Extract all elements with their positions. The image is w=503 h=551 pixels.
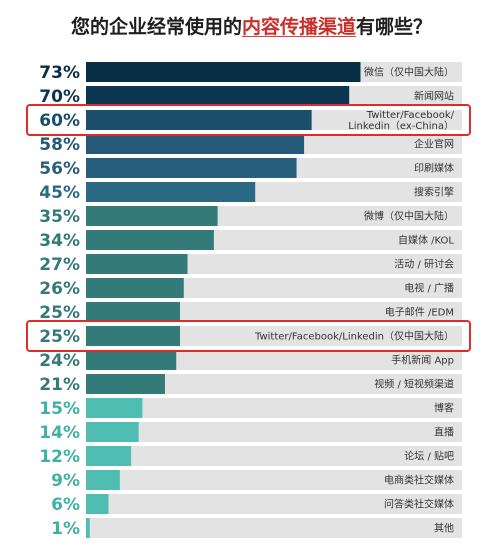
category-label: 视频 / 短视频渠道 — [374, 378, 454, 391]
percentage-label: 21% — [39, 375, 80, 395]
category-label: 活动 / 研讨会 — [394, 258, 454, 271]
highlight-box — [26, 104, 471, 136]
bar-track — [86, 350, 462, 370]
bar-track — [86, 470, 462, 490]
bar — [86, 470, 120, 490]
bar-track — [86, 374, 462, 394]
bar — [86, 326, 180, 346]
percentage-label: 15% — [39, 399, 80, 419]
category-label: 问答类社交媒体 — [384, 498, 454, 511]
title-part-2: 有哪些？ — [356, 16, 433, 38]
percentage-label: 27% — [39, 255, 80, 275]
bar — [86, 494, 109, 514]
bar-track — [86, 422, 462, 442]
bar — [86, 422, 139, 442]
percentage-label: 60% — [39, 111, 80, 131]
category-label: Twitter/Facebook/Linkedin（仅中国大陆） — [254, 330, 454, 343]
bar — [86, 158, 297, 178]
category-label: 新闻网站 — [414, 90, 454, 103]
highlight-box — [26, 320, 471, 352]
category-label: 自媒体 /KOL — [398, 234, 454, 247]
category-label: 印刷媒体 — [414, 163, 454, 175]
category-label: 博客 — [434, 402, 454, 415]
percentage-label: 45% — [39, 183, 80, 203]
percentage-label: 56% — [39, 159, 80, 179]
bar — [86, 278, 184, 298]
category-label: 论坛 / 贴吧 — [404, 450, 454, 463]
title-part-1: 您的企业经常使用的 — [70, 16, 242, 38]
bar — [86, 230, 214, 250]
bar — [86, 350, 177, 370]
percentage-label: 25% — [39, 303, 80, 323]
category-label: 电视 / 广播 — [404, 282, 454, 295]
category-label: 电商类社交媒体 — [384, 474, 454, 487]
percentage-label: 73% — [39, 63, 80, 83]
category-label: 其他 — [434, 522, 454, 535]
percentage-label: 14% — [39, 423, 80, 443]
percentage-label: 1% — [51, 519, 80, 539]
category-label: 搜索引擎 — [414, 186, 454, 199]
percentage-label: 35% — [39, 207, 80, 227]
percentage-label: 24% — [39, 351, 80, 371]
bar-track — [86, 494, 462, 514]
title-highlight: 内容传播渠道 — [241, 16, 356, 38]
category-label: Twitter/Facebook/Linkedin（ex-China） — [348, 110, 454, 132]
percentage-label: 70% — [39, 87, 80, 107]
percentage-label: 25% — [39, 327, 80, 347]
percentage-label: 34% — [39, 231, 80, 251]
category-label: 微博（仅中国大陆） — [364, 210, 454, 223]
category-label: 电子邮件 /EDM — [385, 306, 454, 319]
bar — [86, 446, 132, 466]
bar — [86, 110, 312, 130]
bar — [86, 398, 143, 418]
bar — [86, 62, 361, 82]
category-label: 手机新闻 App — [391, 354, 454, 367]
category-label: 直播 — [434, 426, 454, 439]
percentage-label: 9% — [51, 471, 80, 491]
bar — [86, 86, 350, 106]
bar-track — [86, 446, 462, 466]
category-label: 企业官网 — [414, 138, 454, 151]
percentage-label: 58% — [39, 135, 80, 155]
bar — [86, 518, 90, 538]
bar-track — [86, 398, 462, 418]
chart-title: 您的企业经常使用的内容传播渠道有哪些？ — [0, 12, 503, 39]
bar — [86, 374, 165, 394]
category-label: 微信（仅中国大陆） — [364, 66, 454, 79]
bar — [86, 302, 180, 322]
bar — [86, 182, 256, 202]
bar-track — [86, 518, 462, 538]
bar — [86, 134, 305, 154]
percentage-label: 12% — [39, 447, 80, 467]
percentage-label: 6% — [51, 495, 80, 515]
bar — [86, 254, 188, 274]
percentage-label: 26% — [39, 279, 80, 299]
bar — [86, 206, 218, 226]
